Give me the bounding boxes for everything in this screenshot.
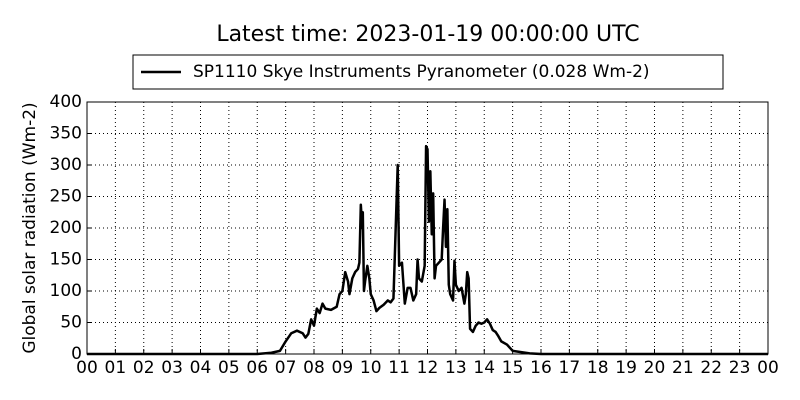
x-tick-label: 16 bbox=[530, 358, 552, 378]
x-tick-label: 00 bbox=[757, 358, 779, 378]
y-tick-label: 100 bbox=[50, 281, 82, 301]
y-tick-label: 150 bbox=[50, 250, 82, 270]
x-tick-label: 20 bbox=[644, 358, 666, 378]
y-tick-label: 50 bbox=[60, 313, 82, 333]
x-tick-label: 09 bbox=[332, 358, 354, 378]
x-tick-label: 17 bbox=[559, 358, 581, 378]
x-tick-label: 19 bbox=[615, 358, 637, 378]
x-tick-label: 08 bbox=[303, 358, 325, 378]
y-tick-label: 250 bbox=[50, 187, 82, 207]
x-tick-label: 21 bbox=[672, 358, 694, 378]
x-tick-label: 10 bbox=[360, 358, 382, 378]
x-tick-label: 18 bbox=[587, 358, 609, 378]
y-tick-label: 400 bbox=[50, 92, 82, 112]
x-tick-label: 11 bbox=[388, 358, 410, 378]
y-tick-label: 0 bbox=[71, 344, 82, 364]
data-line bbox=[87, 144, 768, 356]
x-tick-label: 22 bbox=[700, 358, 722, 378]
x-tick-label: 06 bbox=[246, 358, 268, 378]
x-tick-label: 15 bbox=[502, 358, 524, 378]
y-tick-label: 350 bbox=[50, 124, 82, 144]
chart-title: Latest time: 2023-01-19 00:00:00 UTC bbox=[216, 22, 639, 47]
x-tick-label: 05 bbox=[218, 358, 240, 378]
y-tick-label: 300 bbox=[50, 155, 82, 175]
y-tick-label: 200 bbox=[50, 218, 82, 238]
x-tick-label: 23 bbox=[729, 358, 751, 378]
legend-box bbox=[132, 54, 724, 90]
legend-label: SP1110 Skye Instruments Pyranometer (0.0… bbox=[193, 62, 650, 82]
x-tick-label: 12 bbox=[417, 358, 439, 378]
x-tick-label: 03 bbox=[161, 358, 183, 378]
x-tick-label: 01 bbox=[105, 358, 127, 378]
plot-frame bbox=[86, 101, 769, 355]
x-tick-label: 00 bbox=[76, 358, 98, 378]
y-axis-label: Global solar radiation (Wm-2) bbox=[20, 102, 40, 353]
x-tick-label: 04 bbox=[190, 358, 212, 378]
x-tick-label: 02 bbox=[133, 358, 155, 378]
x-tick-label: 14 bbox=[473, 358, 495, 378]
x-tick-label: 07 bbox=[275, 358, 297, 378]
x-tick-label: 13 bbox=[445, 358, 467, 378]
